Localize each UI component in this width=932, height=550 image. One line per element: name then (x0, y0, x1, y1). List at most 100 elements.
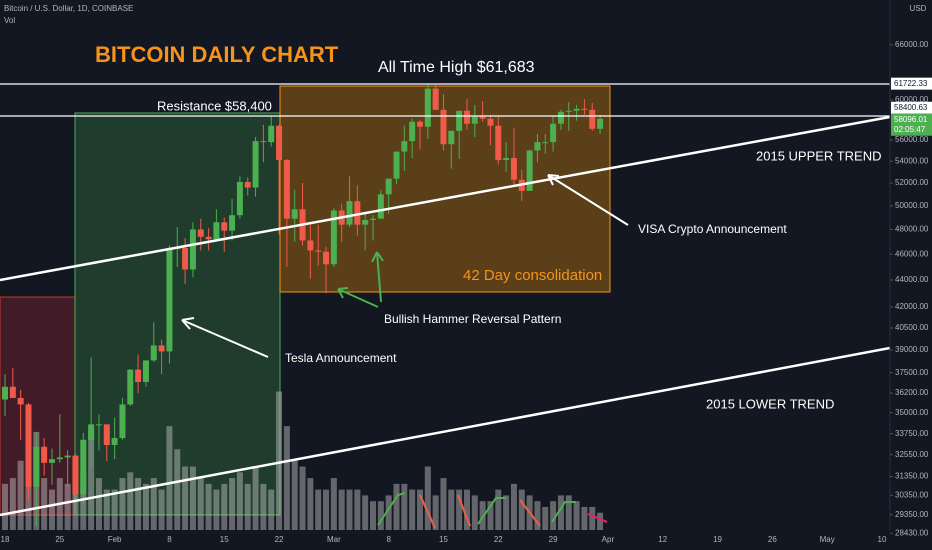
volume-bar (111, 489, 118, 530)
candle-body (385, 178, 392, 195)
x-tick-label: Apr (602, 535, 615, 544)
candle-body (72, 455, 79, 495)
candle-body (409, 121, 416, 142)
volume-bar (9, 478, 16, 530)
tesla-arrow (181, 317, 269, 358)
candle-body (377, 194, 384, 219)
candle-layer (2, 84, 604, 526)
candle-body (221, 222, 228, 231)
candle-body (487, 118, 494, 126)
candle-body (189, 229, 196, 270)
volume-bar (166, 426, 173, 530)
volume-bar (416, 489, 423, 530)
x-tick-label: 8 (167, 535, 172, 544)
volume-bar (158, 489, 165, 530)
volume-bar (377, 501, 384, 530)
volume-bar (456, 489, 463, 530)
volume-bar (252, 466, 259, 530)
x-tick-label: 15 (220, 535, 229, 544)
volume-bar (150, 478, 157, 530)
volume-bar (103, 489, 110, 530)
x-tick-label: 8 (386, 535, 391, 544)
currency: USD (910, 4, 927, 13)
volume-bar (213, 489, 220, 530)
volume-bar (393, 483, 400, 530)
volume-bar (64, 483, 71, 530)
x-tick-label: 22 (275, 535, 284, 544)
candle-body (9, 386, 16, 398)
candle-body (456, 110, 463, 131)
hammer-arrow-1 (337, 287, 379, 308)
candle-body (370, 218, 377, 220)
candle-body (142, 360, 149, 382)
volume-bar (581, 506, 588, 530)
y-tick-label: 32550.00 (895, 450, 929, 459)
candle-body (424, 88, 431, 127)
x-tick-label: 18 (1, 535, 10, 544)
price-label-box (891, 113, 932, 136)
candle-body (597, 118, 604, 129)
candle-body (2, 386, 8, 400)
volume-bar (221, 483, 228, 530)
volume-bar (244, 483, 251, 530)
price-label-box (891, 101, 932, 114)
price-label: 61722.33 (894, 79, 928, 88)
candle-body (229, 215, 236, 231)
y-tick-label: 54000.00 (895, 156, 929, 165)
candle-body (135, 369, 142, 382)
upper-trend-note: 2015 UPPER TREND (756, 148, 881, 163)
y-tick-label: 36200.00 (895, 388, 929, 397)
candle-body (268, 125, 275, 143)
candle-body (244, 181, 251, 188)
volume-bar (2, 483, 8, 530)
volume-bar (463, 489, 470, 530)
candle-body (41, 446, 48, 463)
volume-bar (487, 501, 494, 530)
volume-bar (510, 483, 517, 530)
candle-body (119, 404, 126, 439)
volume-bar (542, 506, 549, 530)
visa-arrow (547, 174, 629, 226)
y-tick-label: 66000.00 (895, 40, 929, 49)
y-tick-label: 29350.00 (895, 510, 929, 519)
candle-body (276, 125, 283, 161)
volume-bar (142, 483, 149, 530)
y-tick-label: 60000.00 (895, 95, 929, 104)
candle-body (166, 249, 173, 352)
volume-bar (518, 489, 525, 530)
volume-bar (197, 478, 204, 530)
candle-body (463, 110, 470, 124)
rally-zone (74, 112, 281, 516)
tesla-note: Tesla Announcement (285, 351, 397, 365)
y-tick-label: 37500.00 (895, 368, 929, 377)
candle-body (111, 438, 118, 446)
volume-bar (534, 501, 541, 530)
arrows (181, 174, 629, 529)
y-tick-label: 52000.00 (895, 178, 929, 187)
upper-trend-line (0, 115, 891, 282)
y-tick-label: 39000.00 (895, 345, 929, 354)
price-label: 58400.63 (894, 103, 928, 112)
x-tick-label: 22 (494, 535, 503, 544)
consolidation-note: 42 Day consolidation (463, 267, 602, 284)
x-tick-label: 10 (878, 535, 887, 544)
visa-note: VISA Crypto Announcement (638, 222, 787, 236)
candle-body (213, 222, 220, 240)
volume-bar (174, 449, 181, 530)
volume-bar (448, 489, 455, 530)
candle-body (17, 397, 24, 405)
candle-body (158, 345, 165, 352)
hammer-note: Bullish Hammer Reversal Pattern (384, 312, 561, 326)
y-tick-label: 28430.00 (895, 528, 929, 537)
candle-body (25, 404, 32, 487)
volume-bar (41, 478, 48, 530)
volume-bar (229, 478, 236, 530)
y-tick-label: 48000.00 (895, 225, 929, 234)
lower-trend-line (0, 346, 891, 517)
candle-body (283, 160, 290, 219)
candle-body (127, 369, 134, 405)
y-tick-label: 46000.00 (895, 249, 929, 258)
candle-body (448, 130, 455, 145)
candle-body (236, 181, 243, 216)
candle-body (33, 446, 40, 487)
